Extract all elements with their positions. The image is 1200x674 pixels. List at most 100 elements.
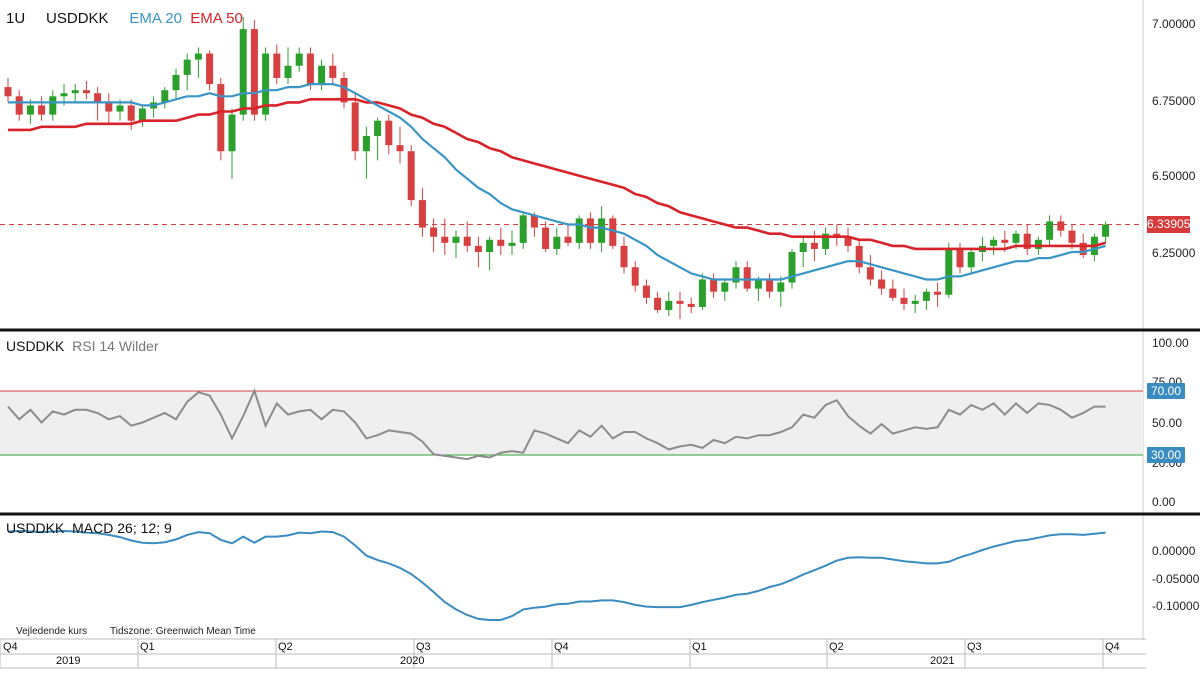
candle-up[interactable] [788, 251, 796, 283]
candle-down[interactable] [340, 77, 348, 103]
ema20-legend[interactable]: EMA 20 [129, 10, 182, 27]
candle-down[interactable] [810, 242, 818, 249]
candle-down[interactable] [385, 120, 393, 146]
candle-down[interactable] [1023, 233, 1031, 249]
candle-up[interactable] [754, 279, 762, 289]
candle-down[interactable] [250, 29, 258, 115]
candle-up[interactable] [698, 279, 706, 307]
candle-up[interactable] [721, 282, 729, 292]
candle-down[interactable] [878, 279, 886, 289]
rsi-indicator-label[interactable]: RSI 14 Wilder [72, 338, 159, 354]
candle-up[interactable] [161, 90, 169, 103]
candle-down[interactable] [642, 285, 650, 298]
candle-up[interactable] [60, 93, 68, 97]
candle-up[interactable] [49, 96, 57, 115]
candle-down[interactable] [889, 288, 897, 298]
candle-down[interactable] [586, 218, 594, 243]
candle-down[interactable] [609, 218, 617, 246]
candle-up[interactable] [1012, 233, 1020, 243]
candle-up[interactable] [575, 218, 583, 243]
candle-down[interactable] [542, 227, 550, 249]
candle-down[interactable] [4, 87, 12, 97]
candle-up[interactable] [183, 59, 191, 75]
candle-down[interactable] [217, 84, 225, 152]
candle-down[interactable] [105, 102, 113, 112]
candle-up[interactable] [945, 248, 953, 295]
candle-up[interactable] [239, 29, 247, 115]
candle-down[interactable] [273, 53, 281, 78]
candle-up[interactable] [1034, 239, 1042, 249]
candle-down[interactable] [497, 239, 505, 246]
candle-up[interactable] [519, 215, 527, 243]
candle-down[interactable] [676, 300, 684, 304]
candle-up[interactable] [26, 105, 34, 115]
candle-down[interactable] [127, 105, 135, 121]
candle-up[interactable] [262, 53, 270, 115]
candle-down[interactable] [396, 145, 404, 152]
candle-down[interactable] [463, 236, 471, 246]
candle-down[interactable] [206, 53, 214, 85]
candle-up[interactable] [911, 300, 919, 304]
candle-up[interactable] [71, 90, 79, 94]
candle-up[interactable] [665, 300, 673, 311]
candle-down[interactable] [82, 90, 90, 94]
candle-down[interactable] [329, 65, 337, 78]
symbol-label[interactable]: USDDKK [46, 10, 109, 27]
candle-down[interactable] [430, 227, 438, 237]
macd-indicator-label[interactable]: MACD 26; 12; 9 [72, 520, 172, 536]
candle-down[interactable] [934, 291, 942, 295]
candle-up[interactable] [508, 242, 516, 246]
candle-down[interactable] [1001, 239, 1009, 243]
candle-down[interactable] [766, 279, 774, 292]
candle-up[interactable] [228, 114, 236, 152]
candle-down[interactable] [474, 245, 482, 252]
candle-down[interactable] [710, 279, 718, 292]
candle-down[interactable] [631, 267, 639, 286]
candle-up[interactable] [967, 251, 975, 268]
rsi-symbol-label[interactable]: USDDKK [6, 338, 65, 354]
candle-down[interactable] [441, 236, 449, 243]
candle-down[interactable] [743, 267, 751, 289]
candle-up[interactable] [486, 239, 494, 252]
candle-down[interactable] [687, 303, 695, 307]
candle-up[interactable] [799, 242, 807, 252]
candle-up[interactable] [777, 282, 785, 292]
candle-up[interactable] [553, 236, 561, 249]
candle-down[interactable] [844, 236, 852, 246]
candle-down[interactable] [94, 93, 102, 103]
candle-down[interactable] [530, 215, 538, 228]
candle-up[interactable] [138, 108, 146, 121]
candle-up[interactable] [362, 135, 370, 152]
candle-up[interactable] [374, 120, 382, 136]
candle-down[interactable] [1079, 242, 1087, 256]
candle-up[interactable] [1046, 221, 1054, 240]
candle-down[interactable] [855, 245, 863, 268]
macd-symbol-label[interactable]: USDDKK [6, 520, 65, 536]
candle-down[interactable] [620, 245, 628, 268]
candle-down[interactable] [418, 200, 426, 228]
candle-up[interactable] [318, 65, 326, 85]
candle-down[interactable] [1068, 230, 1076, 243]
candle-up[interactable] [116, 105, 124, 112]
candle-down[interactable] [38, 105, 46, 115]
ema50-legend[interactable]: EMA 50 [190, 10, 243, 27]
candle-down[interactable] [866, 267, 874, 280]
candle-up[interactable] [284, 65, 292, 78]
candle-down[interactable] [1057, 221, 1065, 231]
candle-up[interactable] [194, 53, 202, 60]
candle-up[interactable] [172, 74, 180, 91]
candle-down[interactable] [956, 248, 964, 268]
candle-down[interactable] [407, 151, 415, 201]
candle-up[interactable] [598, 218, 606, 243]
candle-up[interactable] [822, 233, 830, 249]
candle-up[interactable] [295, 53, 303, 66]
candle-down[interactable] [564, 236, 572, 243]
candle-down[interactable] [351, 102, 359, 152]
interval-label[interactable]: 1U [6, 10, 26, 27]
candle-down[interactable] [833, 233, 841, 237]
candle-up[interactable] [732, 267, 740, 283]
candle-down[interactable] [654, 297, 662, 311]
candle-up[interactable] [1102, 224, 1110, 237]
candle-up[interactable] [990, 239, 998, 246]
